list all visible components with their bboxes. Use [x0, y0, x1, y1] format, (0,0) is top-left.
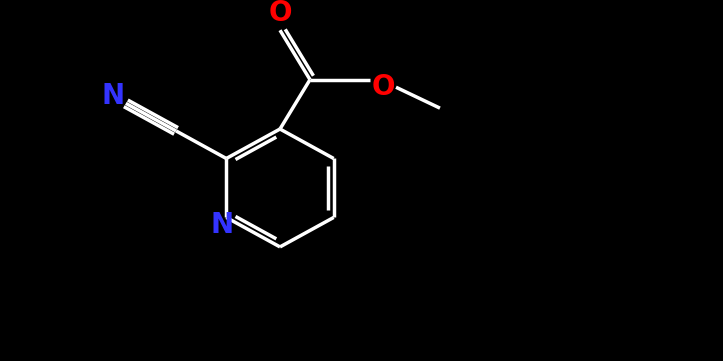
Text: N: N — [101, 82, 124, 110]
Text: N: N — [210, 211, 234, 239]
Text: O: O — [268, 0, 292, 27]
Text: O: O — [371, 73, 395, 101]
